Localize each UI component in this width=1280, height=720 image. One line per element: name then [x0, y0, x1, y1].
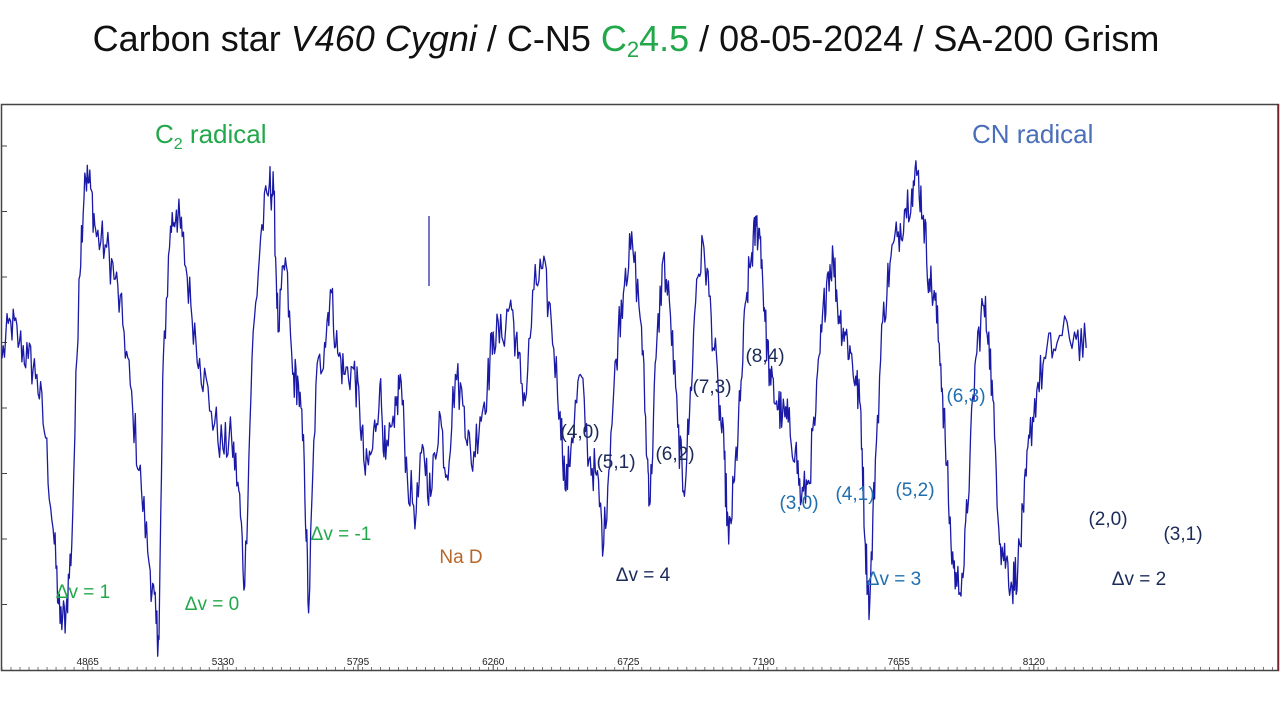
band-label: Δv = 2 — [1112, 569, 1166, 590]
band-label: (5,1) — [596, 452, 635, 473]
band-label: (6,3) — [946, 386, 985, 407]
title-class: / C-N5 — [476, 18, 601, 59]
band-label: (5,2) — [895, 480, 934, 501]
title-ctype-subscript: 2 — [626, 37, 640, 62]
band-label: (3,0) — [779, 493, 818, 514]
chart-title: Carbon star V460 Cygni / C-N5 C24.5 / 08… — [0, 18, 1252, 63]
band-label: (4,0) — [560, 422, 599, 443]
x-tick-label: 6260 — [482, 657, 505, 668]
band-label: Δv = -1 — [311, 524, 372, 545]
title-ctype-number: 4.5 — [639, 18, 690, 59]
title-ctype: C24.5 — [600, 18, 690, 62]
band-label: Δv = 4 — [616, 565, 671, 586]
band-label: Na D — [439, 547, 482, 568]
x-tick-label: 6725 — [617, 657, 640, 668]
band-label: (3,1) — [1163, 524, 1202, 545]
c2-radical-header: C2 radical — [155, 119, 267, 153]
band-label: Δv = 3 — [867, 569, 921, 590]
x-tick-label: 5795 — [347, 657, 370, 668]
y-axis-ticks — [2, 145, 7, 605]
band-label: Δv = 1 — [56, 582, 110, 603]
x-tick-label: 7190 — [752, 657, 775, 668]
band-label: (6,2) — [655, 444, 694, 465]
x-tick-label: 5330 — [212, 657, 235, 668]
title-ctype-letter: C — [600, 18, 627, 59]
band-label: (4,1) — [835, 484, 874, 505]
band-label: (2,0) — [1088, 509, 1127, 530]
spectrum-line — [1, 160, 1087, 657]
title-prefix: Carbon star — [92, 18, 291, 59]
band-label: Δv = 0 — [185, 594, 239, 615]
title-star-name: V460 Cygni — [290, 18, 477, 59]
x-axis-ticks: 4865 5330 5795 6260 6725 7190 7655 8120 — [1, 657, 1273, 670]
x-tick-label: 4865 — [77, 657, 100, 668]
band-label: (7,3) — [692, 377, 731, 398]
x-tick-label: 8120 — [1023, 657, 1046, 668]
cn-radical-header: CN radical — [972, 119, 1093, 149]
band-labels: Δv = 1 Δv = 0 Δv = -1 Na D (4,0) (5,1) (6,2) (7… — [56, 346, 1203, 615]
band-label: (8,4) — [745, 346, 784, 367]
title-date-instrument: / 08-05-2024 / SA-200 Grism — [689, 18, 1160, 59]
x-tick-label: 7655 — [888, 657, 911, 668]
